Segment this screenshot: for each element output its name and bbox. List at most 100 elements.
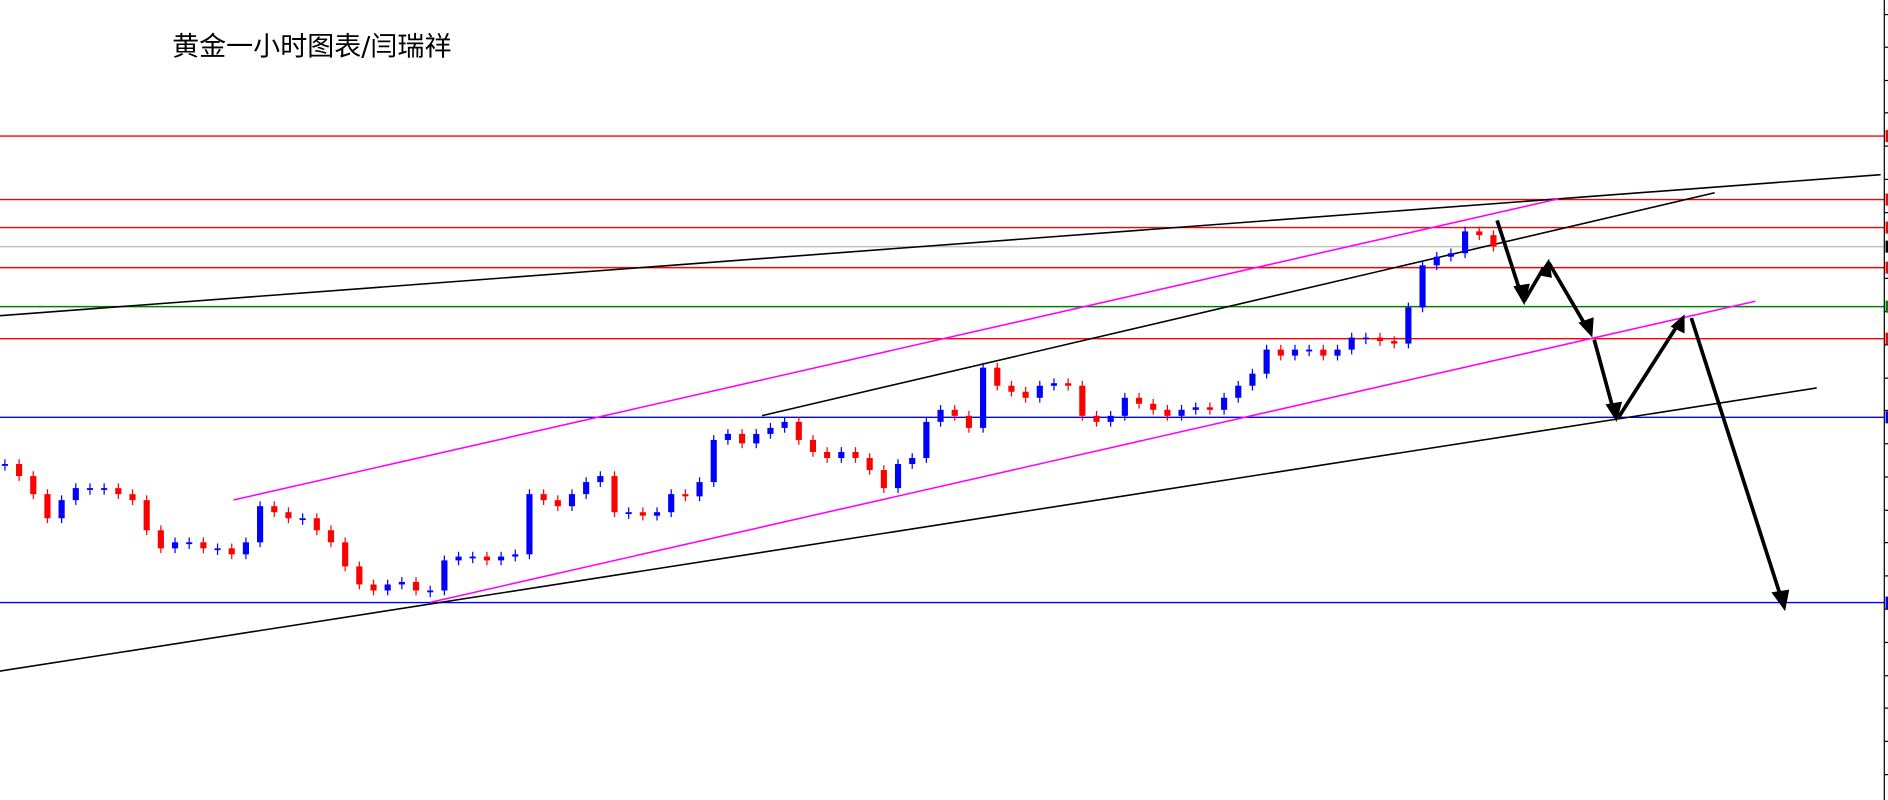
candle-body — [469, 556, 476, 559]
candle-body — [143, 500, 150, 531]
candle-body — [58, 500, 65, 519]
candle-body — [1079, 385, 1086, 416]
candle-body — [342, 542, 349, 567]
candle-body — [568, 494, 576, 507]
candle-body — [285, 512, 292, 519]
candle-body — [30, 476, 37, 495]
candle-body — [1320, 349, 1327, 356]
arrow — [1592, 339, 1616, 413]
candle-body — [171, 542, 179, 549]
arrow-head — [1578, 317, 1594, 338]
arrow — [1495, 219, 1524, 297]
candle-body — [441, 560, 448, 591]
candle-body — [682, 494, 689, 497]
candle-body — [1263, 349, 1270, 374]
trendlines — [0, 173, 1881, 672]
candle-body — [299, 518, 306, 521]
candle-body — [72, 488, 79, 501]
candle-body — [483, 556, 490, 561]
price-tag — [1885, 596, 1888, 609]
candle-body — [852, 451, 859, 459]
candle-body — [455, 556, 462, 561]
candle-body — [257, 506, 264, 543]
candle-body — [214, 548, 221, 551]
candle-body — [965, 415, 972, 428]
candle-body — [753, 433, 760, 444]
candle-body — [1093, 415, 1100, 422]
candle-body — [951, 409, 958, 416]
trendline — [0, 387, 1817, 672]
candle-body — [1150, 403, 1157, 410]
candle-body — [923, 421, 930, 459]
candle-body — [1178, 409, 1185, 416]
candle-body — [1405, 307, 1412, 344]
candle-body — [327, 530, 335, 543]
candle-body — [1291, 349, 1299, 356]
candle-body — [980, 367, 987, 428]
candles — [1, 226, 1497, 598]
candle-body — [1164, 409, 1171, 416]
arrow — [1547, 261, 1589, 329]
candle-body — [356, 566, 363, 585]
candle-body — [398, 581, 405, 585]
candle-body — [1447, 253, 1454, 257]
candle-body — [795, 421, 802, 440]
candle-body — [86, 488, 94, 490]
candle-body — [710, 439, 717, 483]
candle-body — [724, 433, 731, 440]
channel-line — [233, 198, 1559, 501]
price-tag — [1885, 300, 1888, 313]
candle-body — [1476, 231, 1483, 236]
candle-body — [526, 494, 533, 555]
candle-body — [1121, 397, 1128, 416]
arrow — [1689, 317, 1783, 599]
candle-body — [1050, 383, 1058, 386]
candle-body — [809, 439, 817, 452]
candle-body — [412, 581, 420, 591]
candle-body — [653, 512, 661, 516]
candle-body — [1065, 383, 1072, 386]
candle-body — [1348, 337, 1355, 350]
candle-body — [668, 494, 675, 513]
candle-body — [1249, 373, 1256, 386]
candle-body — [1192, 407, 1199, 410]
candle-body — [498, 556, 505, 561]
candle-body — [101, 488, 108, 490]
candle-body — [597, 476, 604, 483]
candle-body — [994, 367, 1001, 386]
candle-body — [427, 590, 434, 593]
candle-body — [1008, 385, 1015, 392]
candle-body — [781, 421, 788, 428]
candle-body — [1277, 349, 1284, 356]
candle-body — [894, 464, 902, 489]
candle-body — [1022, 391, 1029, 398]
candle-body — [625, 512, 632, 515]
candle-body — [115, 488, 122, 495]
candle-body — [157, 530, 164, 549]
candle-body — [639, 512, 646, 516]
arrow-head — [1771, 589, 1790, 612]
candle-body — [880, 470, 887, 489]
candle-body — [271, 506, 278, 513]
candle-body — [540, 494, 547, 501]
arrow-head — [1670, 314, 1685, 334]
candle-body — [1235, 385, 1242, 398]
candle-body — [228, 548, 235, 555]
candle-body — [739, 433, 746, 444]
candle-body — [1490, 235, 1497, 247]
channel-line — [430, 300, 1756, 604]
candle-body — [1362, 337, 1369, 340]
candle-body — [696, 482, 703, 497]
candle-body — [1433, 256, 1440, 266]
price-tag — [1885, 332, 1888, 345]
price-tag — [1885, 261, 1888, 274]
candle-body — [1306, 349, 1313, 352]
price-tag — [1885, 221, 1888, 234]
candle-body — [1391, 341, 1398, 344]
candle-body — [16, 464, 23, 477]
price-tag — [1885, 193, 1888, 206]
candle-body — [370, 584, 377, 591]
candle-body — [1, 464, 8, 466]
candle-body — [1462, 231, 1469, 254]
